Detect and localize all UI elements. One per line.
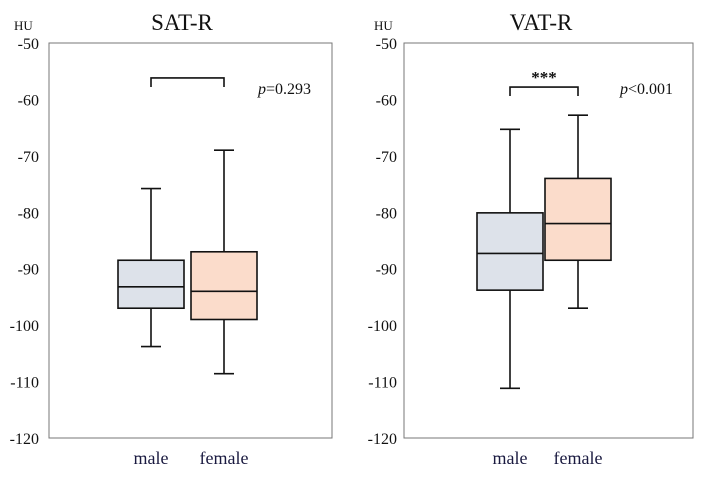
y-tick-label: -100 [368, 318, 397, 335]
significance-bracket [509, 86, 579, 97]
box-female [190, 250, 258, 321]
y-tick-label: -80 [18, 205, 39, 222]
y-axis-unit-label: HU [374, 18, 393, 33]
p-value: <0.001 [628, 81, 673, 98]
box-male [476, 212, 544, 291]
plot-frame [403, 42, 694, 439]
y-tick-label: -80 [376, 205, 397, 222]
y-tick-label: -110 [10, 375, 39, 392]
x-category-label: male [493, 448, 528, 468]
y-tick-label: -110 [368, 375, 397, 392]
x-category-label: male [134, 448, 169, 468]
y-tick-label: -90 [18, 262, 39, 279]
chart-title: VAT-R [510, 10, 573, 35]
box-female [544, 177, 612, 262]
significance-bracket [150, 77, 225, 87]
y-tick-label: -70 [18, 149, 39, 166]
y-tick-label: -90 [376, 262, 397, 279]
y-tick-label: -120 [10, 431, 39, 448]
significance-stars: *** [531, 68, 557, 87]
y-tick-label: -60 [376, 92, 397, 109]
box-male [117, 259, 185, 310]
p-value-label: p<0.001 [619, 81, 673, 98]
y-tick-label: -50 [376, 36, 397, 53]
y-tick-label: -60 [18, 92, 39, 109]
y-tick-label: -50 [18, 36, 39, 53]
y-tick-label: -120 [368, 431, 397, 448]
p-value: =0.293 [266, 81, 311, 98]
p-symbol: p [257, 81, 266, 98]
y-tick-label: -100 [10, 318, 39, 335]
y-tick-label: -70 [376, 149, 397, 166]
plot-frame [48, 42, 333, 439]
chart-title: SAT-R [151, 10, 213, 35]
x-category-label: female [200, 448, 249, 468]
p-value-label: p=0.293 [257, 81, 311, 98]
p-symbol: p [619, 81, 628, 98]
x-category-label: female [554, 448, 603, 468]
y-axis-unit-label: HU [14, 18, 33, 33]
